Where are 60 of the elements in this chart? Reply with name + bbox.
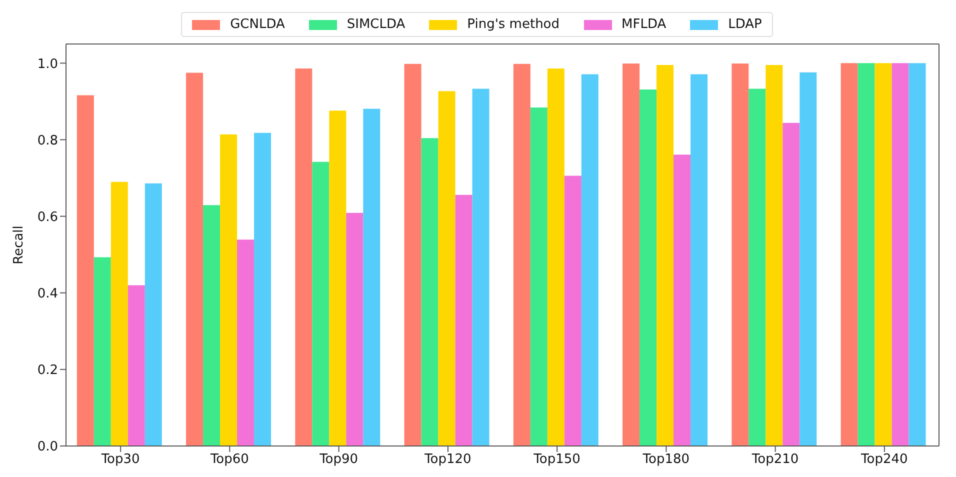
bar bbox=[800, 72, 817, 446]
bar bbox=[674, 154, 691, 446]
y-tick-label: 0.8 bbox=[37, 133, 58, 148]
x-tick-label: Top150 bbox=[532, 452, 580, 468]
bar bbox=[455, 194, 472, 446]
x-tick-label: Top210 bbox=[750, 452, 799, 468]
legend-label: LDAP bbox=[727, 17, 762, 32]
bar bbox=[892, 63, 909, 446]
y-tick-label: 0.0 bbox=[37, 440, 58, 455]
bar bbox=[203, 205, 220, 446]
bar bbox=[858, 63, 875, 446]
x-tick-label: Top240 bbox=[860, 452, 908, 468]
bar bbox=[186, 72, 204, 446]
bar bbox=[237, 240, 254, 446]
bar bbox=[110, 182, 128, 446]
bar bbox=[220, 134, 238, 446]
bar bbox=[421, 138, 438, 446]
bar bbox=[513, 64, 530, 446]
y-tick-label: 0.2 bbox=[37, 363, 58, 378]
bar bbox=[128, 285, 145, 446]
legend-label: MFLDA bbox=[620, 17, 666, 32]
bar bbox=[295, 68, 312, 446]
legend-label: Ping's method bbox=[466, 17, 560, 32]
legend-label: SIMCLDA bbox=[346, 17, 406, 32]
bar bbox=[782, 122, 800, 446]
bar bbox=[329, 110, 346, 446]
x-tick-label: Top180 bbox=[642, 452, 690, 468]
bar bbox=[908, 63, 926, 446]
bar bbox=[312, 162, 330, 446]
bar bbox=[690, 74, 708, 446]
bar bbox=[547, 68, 564, 446]
bar bbox=[530, 108, 548, 446]
bar bbox=[472, 88, 490, 446]
bar bbox=[622, 64, 640, 446]
bar bbox=[404, 64, 422, 446]
y-tick-label: 1.0 bbox=[37, 56, 58, 72]
bar bbox=[581, 74, 598, 446]
y-axis-title: Recall bbox=[12, 226, 27, 264]
bar bbox=[144, 183, 162, 446]
bar bbox=[640, 90, 657, 446]
y-tick-label: 0.6 bbox=[37, 210, 58, 225]
bar bbox=[76, 95, 94, 446]
bar bbox=[748, 88, 766, 446]
bar bbox=[346, 212, 364, 446]
x-tick-label: Top120 bbox=[424, 452, 472, 468]
bar bbox=[874, 63, 892, 446]
bar bbox=[840, 63, 858, 446]
bar bbox=[438, 91, 456, 446]
legend-label: GCNLDA bbox=[229, 17, 285, 32]
bar bbox=[732, 64, 749, 446]
bar bbox=[564, 176, 582, 446]
bar bbox=[94, 257, 111, 446]
bar bbox=[254, 132, 272, 446]
bar bbox=[766, 65, 783, 446]
x-tick-label: Top30 bbox=[100, 452, 140, 468]
bar bbox=[656, 65, 674, 446]
x-tick-label: Top60 bbox=[209, 452, 249, 468]
bar bbox=[363, 108, 380, 446]
x-tick-label: Top90 bbox=[318, 452, 358, 468]
y-tick-label: 0.4 bbox=[37, 286, 58, 302]
